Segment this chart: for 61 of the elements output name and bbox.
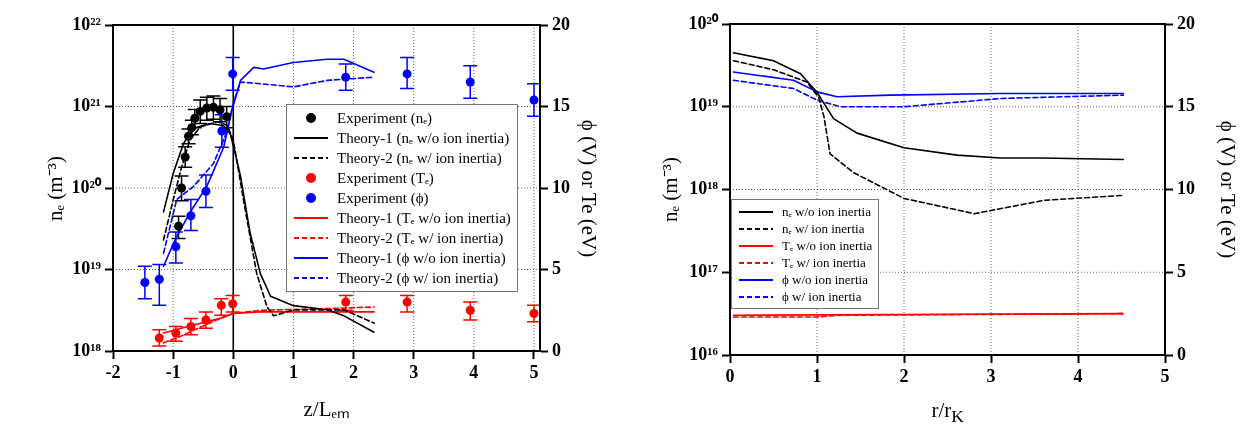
x-tick-label: 4 [1073,366,1083,387]
x-tick-label: 5 [1160,366,1170,387]
y-axis-title: nₑ (m⁻³) [42,155,67,221]
point [180,152,190,162]
legend-label: Theory-1 (Tₑ w/o ion inertia) [337,209,511,227]
point [177,183,187,193]
x-tick-label: 1 [812,366,822,387]
point [222,112,232,122]
y-tick-label: 10²⁰ [688,12,719,33]
y2-tick-label: 10 [1177,178,1195,199]
legend-label: Experiment (ϕ) [337,189,429,207]
y2-tick-label: 5 [1177,260,1186,281]
x-tick-label: -2 [105,362,121,383]
y2-tick-label: 15 [552,95,570,116]
y2-tick-label: 15 [1177,95,1195,116]
legend-label: nₑ w/o ion inertia [782,203,871,220]
x-tick-label: 3 [986,366,996,387]
y2-tick-label: 5 [552,258,561,279]
x-tick-label: 5 [529,362,539,383]
legend-label: nₑ w/ ion inertia [782,220,865,237]
y-tick-label: 10¹⁷ [689,260,719,281]
legend-label: Theory-1 (ϕ w/o ion inertia) [337,249,506,267]
x-tick-label: 3 [409,362,419,383]
y-tick-label: 10¹⁸ [689,178,719,199]
legend-label: Tₑ w/o ion inertia [782,237,873,254]
point [174,221,184,231]
y-tick-label: 10¹⁸ [72,339,102,360]
y-tick-label: 10²² [72,13,101,34]
legend-label: Theory-1 (nₑ w/o ion inertia) [337,129,510,147]
y2-axis-title: ϕ (V) or Te (eV) [576,119,601,257]
y-tick-label: 10¹⁹ [689,95,719,116]
legend-label: Theory-2 (Tₑ w/ ion inertia) [337,229,504,247]
y2-tick-label: 0 [552,339,561,360]
legend-label: Tₑ w/ ion inertia [782,254,866,271]
legend-label: Theory-2 (ϕ w/ ion inertia) [337,269,499,287]
legend-label: Experiment (nₑ) [337,109,433,127]
x-tick-label: 4 [469,362,479,383]
y-axis-title: nₑ (m⁻³) [657,157,682,222]
y-tick-label: 10¹⁹ [72,258,102,279]
x-tick-label: -1 [165,362,181,383]
y2-axis-title: ϕ (V) or Te (eV) [1215,120,1240,259]
x-tick-label: 2 [349,362,359,383]
y2-tick-label: 10 [552,176,570,197]
point [215,105,225,115]
x-tick-label: 1 [288,362,298,383]
legend-label: Experiment (Tₑ) [337,169,434,187]
y-tick-label: 10¹⁶ [689,343,719,364]
y2-tick-label: 20 [552,13,570,34]
y2-tick-label: 20 [1177,12,1195,33]
legend-label: ϕ w/o ion inertia [782,271,868,288]
legend-label: Theory-2 (nₑ w/ ion inertia) [337,149,502,167]
y-tick-label: 10²⁰ [71,176,102,197]
legend-label: ϕ w/ ion inertia [782,288,862,305]
x-axis-title: z/Lₑₘ [303,396,350,421]
x-tick-label: 2 [899,366,909,387]
point [195,106,205,116]
x-tick-label: 0 [228,362,238,383]
y-tick-label: 10²¹ [72,95,101,116]
x-axis-title: r/r$_{K}$ [931,398,964,427]
x-tick-label: 0 [725,366,735,387]
y2-tick-label: 0 [1177,343,1186,364]
